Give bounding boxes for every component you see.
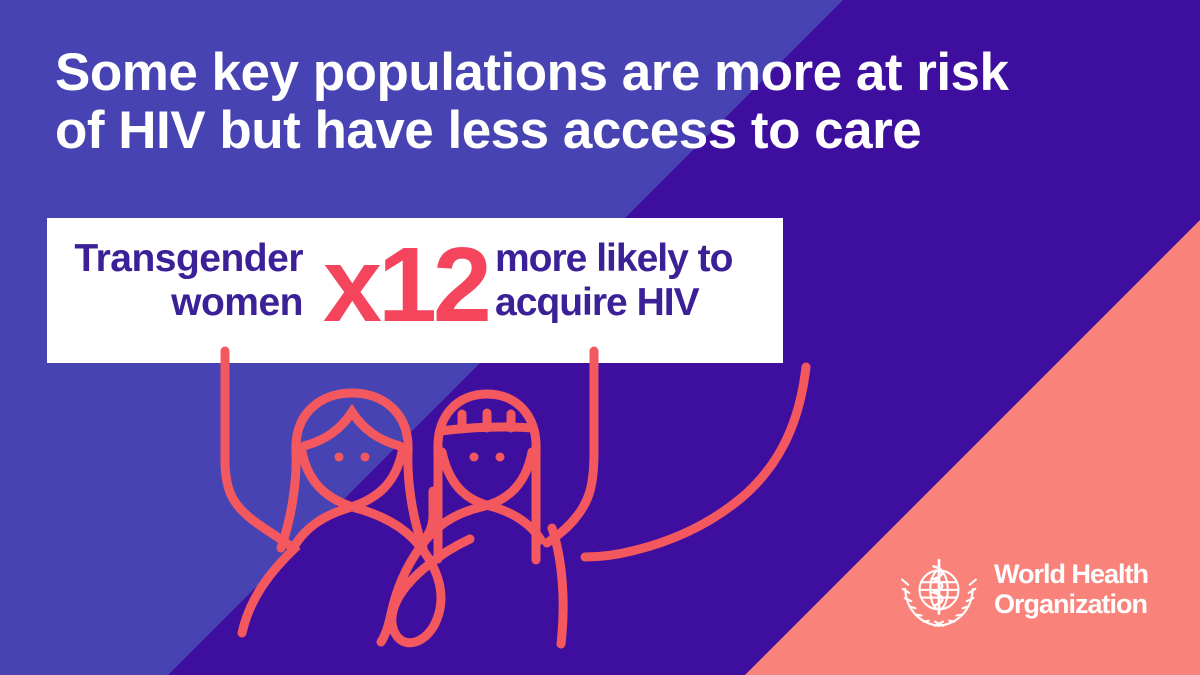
who-wordmark-line-2: Organization xyxy=(994,589,1148,619)
left-figure-eye xyxy=(360,452,370,462)
title-line-2: of HIV but have less access to care xyxy=(55,101,922,160)
left-figure-hairline xyxy=(299,403,405,451)
population-label-line-2: women xyxy=(171,281,303,324)
who-wordmark-line-1: World Health xyxy=(994,559,1149,589)
risk-description: more likely to acquire HIV xyxy=(495,237,775,325)
risk-description-line-1: more likely to xyxy=(495,237,733,280)
page-title: Some key populations are more at risk of… xyxy=(55,44,1009,160)
population-label-line-1: Transgender xyxy=(74,237,303,280)
left-figure-eye xyxy=(334,452,344,462)
stat-card: Transgender women x12 more likely to acq… xyxy=(47,218,783,363)
who-emblem-icon xyxy=(901,558,977,627)
who-logo-lockup: World Health Organization xyxy=(898,552,1178,642)
multiplier-value: x12 xyxy=(323,226,492,344)
title-line-1: Some key populations are more at risk xyxy=(55,43,1009,102)
risk-description-line-2: acquire HIV xyxy=(495,281,700,324)
who-wordmark: World Health Organization xyxy=(994,559,1149,619)
population-label: Transgender women xyxy=(47,237,303,325)
